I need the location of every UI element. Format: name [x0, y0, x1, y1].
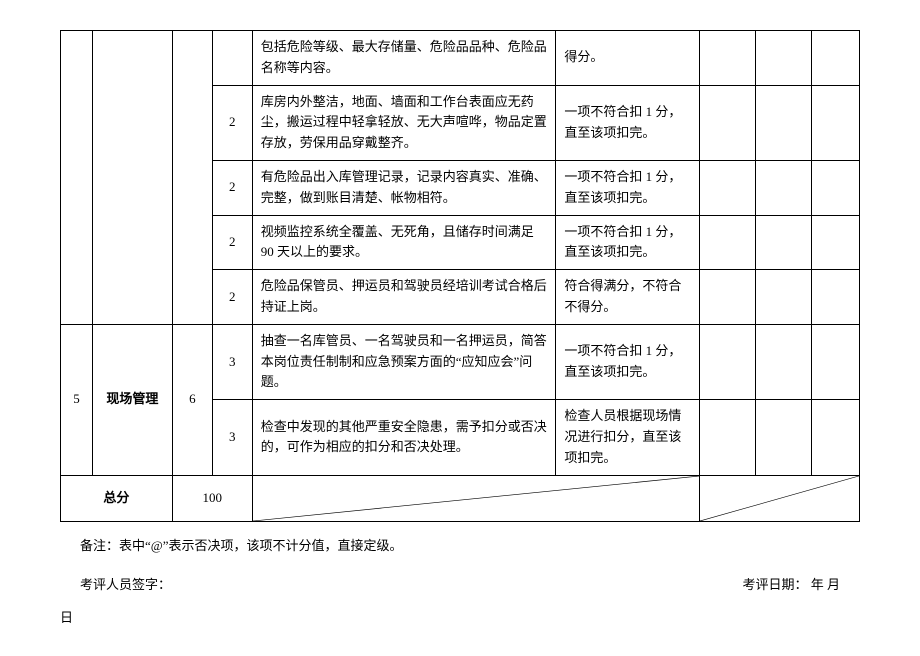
blank-cell	[812, 324, 860, 399]
idx-cell	[61, 31, 93, 325]
points-cell: 2	[212, 160, 252, 215]
rule-cell: 一项不符合扣 1 分，直至该项扣完。	[556, 160, 700, 215]
desc-cell: 库房内外整洁，地面、墙面和工作台表面应无药尘，搬运过程中轻拿轻放、无大声喧哗，物…	[252, 85, 556, 160]
blank-cell	[700, 215, 756, 270]
rule-cell: 一项不符合扣 1 分，直至该项扣完。	[556, 215, 700, 270]
diagonal-cell	[700, 475, 860, 521]
evaluation-table: 包括危险等级、最大存储量、危险品品种、危险品名称等内容。得分。2库房内外整洁，地…	[60, 30, 860, 522]
blank-cell	[756, 270, 812, 325]
blank-cell	[756, 31, 812, 86]
signature-row: 考评人员签字： 考评日期： 年 月	[60, 574, 860, 593]
points-cell: 2	[212, 270, 252, 325]
blank-cell	[812, 400, 860, 475]
blank-cell	[812, 85, 860, 160]
points-cell: 3	[212, 400, 252, 475]
idx-cell: 5	[61, 324, 93, 475]
desc-cell: 检查中发现的其他严重安全隐患，需予扣分或否决的，可作为相应的扣分和否决处理。	[252, 400, 556, 475]
blank-cell	[812, 31, 860, 86]
desc-cell: 抽查一名库管员、一名驾驶员和一名押运员，简答本岗位责任制制和应急预案方面的“应知…	[252, 324, 556, 399]
signature-label: 考评人员签字：	[80, 574, 171, 593]
rule-cell: 检查人员根据现场情况进行扣分，直至该项扣完。	[556, 400, 700, 475]
blank-cell	[756, 324, 812, 399]
blank-cell	[756, 400, 812, 475]
total-cell	[172, 31, 212, 325]
blank-cell	[756, 215, 812, 270]
sum-value-cell: 100	[172, 475, 252, 521]
trailing-char: 日	[60, 607, 860, 626]
points-cell: 2	[212, 85, 252, 160]
blank-cell	[700, 160, 756, 215]
cat-cell	[92, 31, 172, 325]
date-label: 考评日期： 年 月	[742, 574, 840, 593]
blank-cell	[700, 31, 756, 86]
total-cell: 6	[172, 324, 212, 475]
table-row: 5现场管理63抽查一名库管员、一名驾驶员和一名押运员，简答本岗位责任制制和应急预…	[61, 324, 860, 399]
blank-cell	[756, 85, 812, 160]
blank-cell	[700, 324, 756, 399]
blank-cell	[812, 215, 860, 270]
desc-cell: 有危险品出入库管理记录，记录内容真实、准确、完整，做到账目清楚、帐物相符。	[252, 160, 556, 215]
desc-cell: 包括危险等级、最大存储量、危险品品种、危险品名称等内容。	[252, 31, 556, 86]
rule-cell: 符合得满分，不符合不得分。	[556, 270, 700, 325]
desc-cell: 危险品保管员、押运员和驾驶员经培训考试合格后持证上岗。	[252, 270, 556, 325]
sum-label-cell: 总分	[61, 475, 173, 521]
rule-cell: 一项不符合扣 1 分，直至该项扣完。	[556, 85, 700, 160]
table-row: 包括危险等级、最大存储量、危险品品种、危险品名称等内容。得分。	[61, 31, 860, 86]
cat-cell: 现场管理	[92, 324, 172, 475]
blank-cell	[756, 160, 812, 215]
diagonal-cell	[252, 475, 699, 521]
points-cell	[212, 31, 252, 86]
blank-cell	[700, 400, 756, 475]
blank-cell	[700, 85, 756, 160]
note-text: 备注：表中“@”表示否决项，该项不计分值，直接定级。	[60, 532, 860, 561]
blank-cell	[700, 270, 756, 325]
rule-cell: 一项不符合扣 1 分，直至该项扣完。	[556, 324, 700, 399]
blank-cell	[812, 270, 860, 325]
blank-cell	[812, 160, 860, 215]
rule-cell: 得分。	[556, 31, 700, 86]
sum-row: 总分100	[61, 475, 860, 521]
points-cell: 3	[212, 324, 252, 399]
desc-cell: 视频监控系统全覆盖、无死角，且储存时间满足 90 天以上的要求。	[252, 215, 556, 270]
points-cell: 2	[212, 215, 252, 270]
